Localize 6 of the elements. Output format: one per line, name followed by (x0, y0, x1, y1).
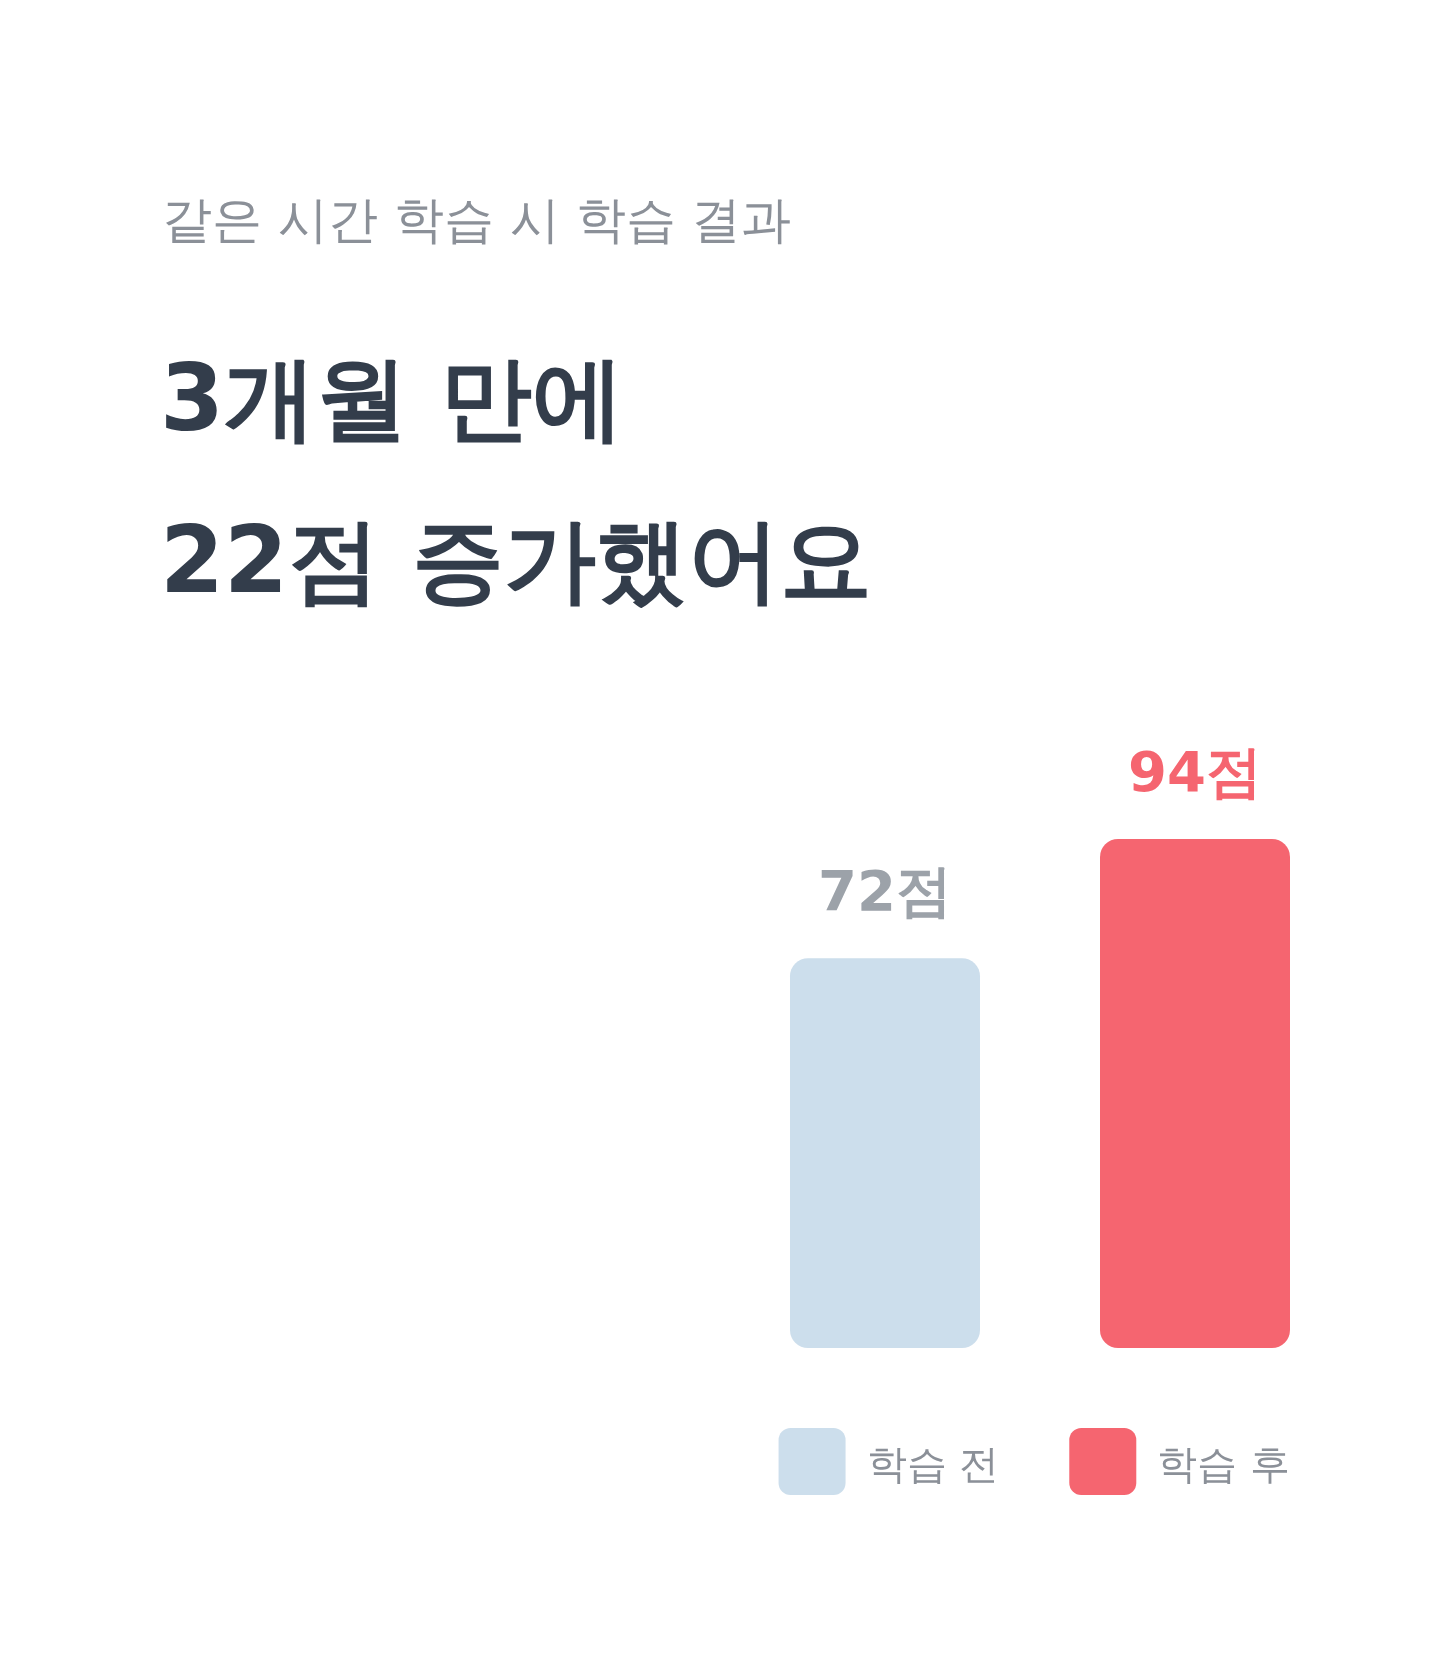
data-label: 72점 (818, 858, 952, 924)
legend-label: 학습 전 (866, 1441, 1000, 1487)
chart-subtitle: 같은 시간 학습 시 학습 결과 (162, 191, 792, 249)
data-label: 94점 (1128, 739, 1262, 804)
chart-title: 3개월 만에 22점 증가했어요 (160, 345, 873, 614)
legend-label: 학습 후 (1157, 1441, 1290, 1487)
